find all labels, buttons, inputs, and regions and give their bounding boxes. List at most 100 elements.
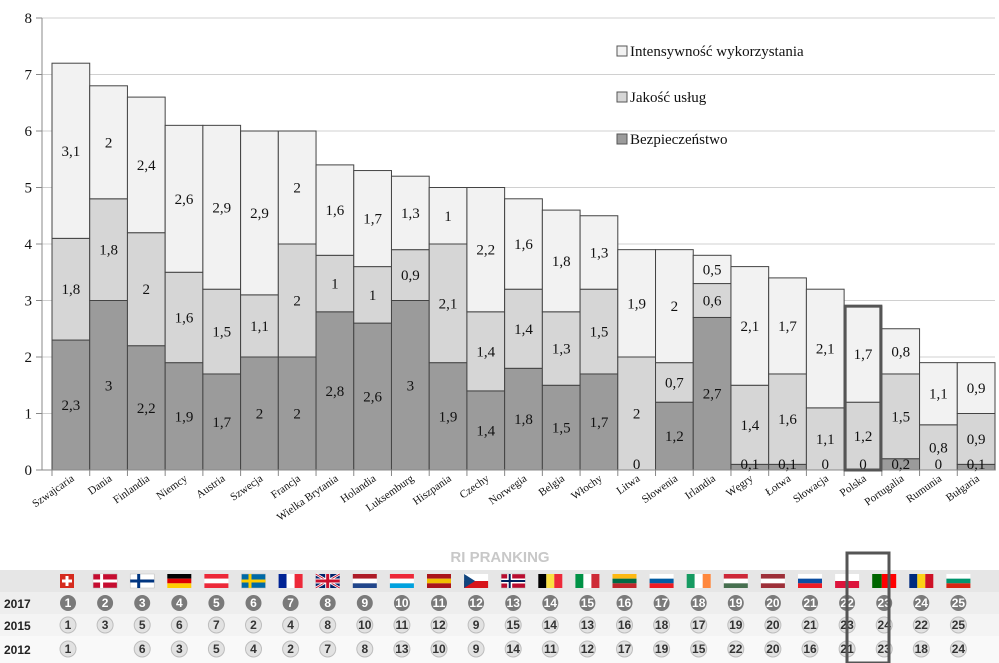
rank-circle — [282, 640, 300, 658]
data-label: 0 — [935, 457, 943, 473]
rank-value: 17 — [618, 642, 632, 656]
data-label: 1 — [331, 277, 339, 293]
y-tick-label: 2 — [25, 350, 33, 366]
data-label: 2,6 — [175, 192, 194, 208]
rank-value: 16 — [618, 596, 632, 610]
legend-item-quality: Jakość usług — [616, 90, 707, 106]
rank-value: 10 — [432, 642, 446, 656]
rank-value: 25 — [952, 618, 966, 632]
flag-icon — [500, 573, 526, 589]
rank-circle — [764, 595, 781, 611]
bar-segment-2 — [655, 249, 694, 364]
rank-value: 2 — [287, 642, 294, 656]
rank-circle — [801, 616, 819, 634]
rank-value: 24 — [952, 642, 966, 656]
flag-icon — [686, 574, 711, 588]
data-label: 2,2 — [137, 401, 156, 417]
rank-value: 8 — [361, 642, 368, 656]
x-tick-label: Włochy — [569, 472, 605, 502]
data-label: 2,1 — [816, 342, 835, 358]
rank-value: 2 — [102, 596, 109, 610]
bar-segment-1 — [277, 243, 317, 358]
flag-icon — [760, 574, 785, 588]
rank-circle — [208, 595, 225, 611]
rank-circle — [690, 640, 708, 658]
legend-label-intensity: Intensywność wykorzystania — [630, 44, 804, 60]
bar-segment-1 — [881, 373, 921, 460]
rank-value: 24 — [915, 596, 929, 610]
rank-circle — [356, 595, 373, 611]
flag-icon — [92, 573, 118, 589]
ranking-title: RI PRANKING — [450, 549, 549, 566]
bar-segment-1 — [315, 254, 355, 313]
rank-circle — [690, 616, 708, 634]
data-label: 0,9 — [401, 268, 420, 284]
rank-value: 6 — [250, 596, 257, 610]
data-label: 1,7 — [590, 415, 609, 431]
rank-circle — [431, 595, 447, 611]
data-label: 1,2 — [665, 429, 684, 445]
rank-circle — [171, 595, 188, 611]
rank-value: 6 — [139, 642, 146, 656]
rank-value: 20 — [766, 618, 780, 632]
rank-circle — [913, 595, 930, 611]
data-label: 1,4 — [476, 423, 495, 439]
data-label: 0,8 — [891, 344, 910, 360]
rank-value: 9 — [473, 642, 480, 656]
data-label: 1,5 — [552, 421, 571, 437]
data-label: 2,3 — [61, 398, 80, 414]
legend-swatch-quality — [616, 91, 628, 103]
data-label: 1,3 — [552, 342, 571, 358]
year-labels: 2017 2015 2012 — [4, 597, 31, 657]
x-tick-label: Niemcy — [154, 472, 190, 502]
bar-segment-2 — [919, 362, 958, 426]
data-label: 2,2 — [476, 243, 495, 259]
bar-segment-2 — [466, 187, 506, 313]
rank-circle — [578, 616, 596, 634]
flag-icon — [909, 574, 934, 588]
ranking-band-2012 — [0, 636, 999, 663]
bar-segment-0 — [428, 362, 468, 471]
data-label: 2 — [671, 299, 679, 315]
data-label: 0 — [859, 457, 867, 473]
x-tick-label: Słowenia — [640, 473, 681, 506]
rank-circle — [133, 616, 151, 634]
data-label: 1,1 — [250, 319, 269, 335]
rank-value: 6 — [176, 618, 183, 632]
data-label: 1,2 — [854, 429, 873, 445]
flag-icon — [204, 574, 229, 588]
rank-circle — [245, 640, 262, 658]
y-tick-label: 6 — [25, 124, 33, 140]
rank-value: 5 — [213, 596, 220, 610]
rank-value: 25 — [952, 596, 966, 610]
rank-value: 3 — [139, 596, 146, 610]
bar-segment-0 — [353, 322, 392, 471]
data-label: 0,7 — [665, 375, 684, 391]
bar-segment-2 — [315, 164, 355, 256]
flag-icon — [798, 574, 822, 588]
legend: Intensywność wykorzystania Jakość usług … — [616, 44, 804, 148]
data-label: 3 — [407, 378, 415, 394]
bar-segment-0 — [315, 311, 355, 471]
bar-series — [51, 62, 996, 471]
flag-icon — [427, 574, 451, 588]
x-tick-label: Szwecja — [228, 473, 265, 504]
data-label: 0 — [633, 457, 641, 473]
data-label: 1,8 — [514, 412, 533, 428]
legend-item-intensity: Intensywność wykorzystania — [616, 44, 804, 60]
rank-value: 1 — [65, 642, 72, 656]
data-label: 2,9 — [212, 200, 231, 216]
flag-icon — [723, 574, 748, 588]
rank-value: 7 — [287, 596, 294, 610]
x-tick-label: Słowacja — [791, 473, 831, 506]
x-tick-label: Szwajcaria — [30, 473, 77, 511]
rank-value: 1 — [65, 618, 72, 632]
data-label: 2 — [105, 135, 113, 151]
x-tick-label: Dania — [86, 473, 114, 498]
bar-segment-2 — [768, 277, 807, 375]
rank-value: 12 — [432, 618, 446, 632]
bar-segment-2 — [956, 362, 996, 414]
data-label: 2,7 — [703, 387, 722, 403]
